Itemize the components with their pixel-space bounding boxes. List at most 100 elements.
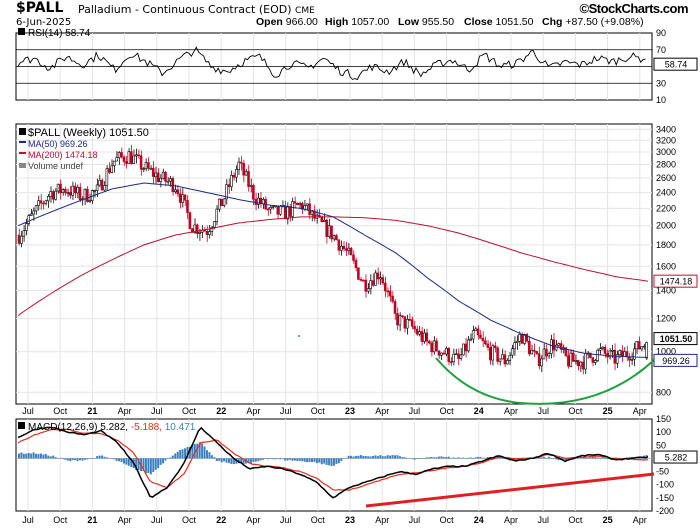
macd-histogram-bar <box>118 458 121 462</box>
macd-histogram-bar <box>472 458 475 459</box>
candle-body <box>239 161 243 164</box>
candle-body <box>547 353 551 357</box>
macd-histogram-bar <box>191 444 194 459</box>
macd-histogram-bar <box>39 453 42 459</box>
macd-histogram-bar <box>303 458 306 462</box>
x-tick-label: Apr <box>246 406 260 416</box>
candle-body <box>47 195 50 202</box>
candle-body <box>232 174 236 178</box>
macd-y-tick: 150 <box>656 414 671 424</box>
macd-histogram-bar <box>552 458 555 459</box>
candle-body <box>34 205 38 212</box>
candle-body <box>581 361 585 370</box>
candle-body <box>166 180 170 183</box>
macd-histogram-bar <box>271 458 274 460</box>
macd-histogram-bar <box>408 458 411 459</box>
macd-histogram-bar <box>88 458 91 459</box>
candle-body <box>513 342 516 350</box>
macd-histogram-bar <box>459 457 462 459</box>
price-y-tick: 1000 <box>656 347 676 357</box>
x-tick-label: Oct <box>311 406 326 416</box>
candle-body <box>386 290 389 293</box>
candle-body <box>623 351 626 358</box>
macd-histogram-bar <box>516 458 519 461</box>
macd-histogram-bar <box>64 458 67 460</box>
macd-histogram-bar <box>144 458 147 474</box>
macd-histogram-bar <box>386 455 389 459</box>
ma200-tag-box <box>653 274 698 288</box>
chg-value: +87.50 (+9.08%) <box>565 16 644 28</box>
candle-body <box>117 152 121 158</box>
price-y-tick: 2000 <box>656 221 676 231</box>
candle-body <box>154 172 157 177</box>
candle-body <box>635 341 639 350</box>
instrument-title: Palladium - Continuous Contract (EOD) <box>78 3 292 16</box>
macd-y-tick: -150 <box>656 493 674 503</box>
candle-body <box>611 349 614 352</box>
macd-histogram-bar <box>345 457 348 459</box>
macd-histogram-bar <box>596 457 599 459</box>
macd-histogram-bar <box>181 449 184 459</box>
candle-body <box>601 347 604 349</box>
macd-histogram-bar <box>435 457 438 459</box>
candle-body <box>427 340 431 344</box>
macd-histogram-bar <box>467 457 470 459</box>
candle-body <box>520 334 524 344</box>
x-tick-label: 25 <box>603 406 613 416</box>
candle-body <box>330 225 333 240</box>
candle-body <box>362 279 365 282</box>
macd-histogram-bar <box>325 458 328 466</box>
candle-body <box>127 151 131 164</box>
candle-body <box>598 348 602 351</box>
candle-body <box>115 157 118 162</box>
x-tick-label: Jul <box>537 406 549 416</box>
macd-histogram-bar <box>628 456 631 459</box>
candle-body <box>359 279 363 281</box>
candle-body <box>213 221 216 228</box>
macd-histogram-bar <box>254 458 257 462</box>
macd-histogram-bar <box>269 458 272 459</box>
macd-histogram-bar <box>35 453 38 459</box>
candle-body <box>186 200 189 213</box>
candle-body <box>628 356 631 361</box>
ma50-tag: 969.26 <box>662 356 690 366</box>
ma200-legend-swatch <box>19 152 26 154</box>
candle-body <box>554 344 558 351</box>
candle-body <box>205 230 209 236</box>
candle-body <box>244 171 248 176</box>
candle-body <box>579 361 582 367</box>
candle-body <box>396 313 399 326</box>
macd-histogram-bar <box>20 452 23 459</box>
macd-histogram-bar <box>218 458 221 461</box>
candle-body <box>51 191 55 200</box>
candle-body <box>27 215 31 224</box>
volume-legend: Volume undef <box>28 161 84 171</box>
x-tick-label-bottom: Jul <box>151 515 163 525</box>
price-y-tick: 1200 <box>656 314 676 324</box>
macd-histogram-bar <box>174 453 177 459</box>
macd-histogram-bar <box>93 458 96 459</box>
candle-body <box>591 357 595 363</box>
candle-body <box>313 210 316 219</box>
x-tick-label-bottom: Oct <box>182 515 197 525</box>
close-value: 1051.50 <box>495 16 534 28</box>
candle-body <box>159 177 162 182</box>
macd-histogram-bar <box>376 456 379 459</box>
candle-body <box>103 185 106 191</box>
candle-body <box>176 189 179 195</box>
macd-histogram-bar <box>257 458 260 462</box>
candle-body <box>403 316 407 329</box>
macd-histogram-bar <box>543 456 545 459</box>
candle-body <box>337 239 341 251</box>
instrument-name: Palladium - Continuous Contract (EOD) CM… <box>78 3 315 16</box>
macd-histogram-bar <box>113 458 116 460</box>
macd-legend-signal: -5.188, <box>131 422 165 433</box>
macd-histogram-bar <box>423 458 426 459</box>
macd-histogram-bar <box>61 458 64 460</box>
candle-body <box>488 347 492 361</box>
candle-body <box>181 194 184 203</box>
candle-body <box>574 360 577 362</box>
candle-body <box>227 184 231 188</box>
macd-histogram-bar <box>486 457 489 459</box>
macd-histogram-bar <box>184 448 186 459</box>
